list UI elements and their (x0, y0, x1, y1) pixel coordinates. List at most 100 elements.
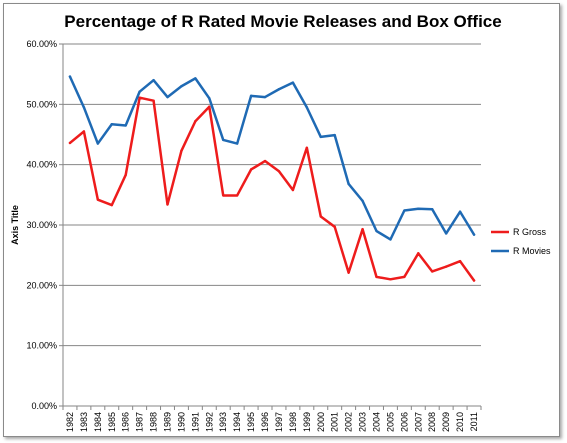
data-point (375, 229, 378, 233)
data-point (347, 271, 350, 274)
x-tick-label: 1992 (204, 412, 214, 432)
data-point (458, 260, 462, 263)
data-point (277, 88, 281, 91)
legend-label: R Movies (513, 246, 551, 256)
legend: R Gross R Movies (491, 227, 551, 256)
data-point (347, 182, 350, 186)
y-tick-label: 0.00% (31, 401, 57, 411)
data-point (110, 203, 113, 207)
data-point (152, 99, 155, 102)
x-tick-label: 1983 (79, 412, 89, 432)
gridlines (62, 43, 481, 407)
data-point (263, 159, 267, 163)
data-point (138, 90, 141, 93)
data-point (138, 96, 141, 99)
x-tick-label: 1988 (149, 412, 159, 432)
data-point (249, 94, 253, 98)
data-point (235, 142, 239, 145)
data-point (472, 233, 476, 236)
data-point (305, 106, 309, 109)
data-point (124, 124, 127, 127)
data-point (277, 170, 281, 173)
data-point (194, 120, 197, 123)
data-point (152, 79, 155, 82)
data-point (319, 215, 322, 218)
x-tick-label: 2000 (316, 412, 326, 432)
data-point (375, 275, 378, 279)
legend-label: R Gross (513, 227, 547, 237)
data-point (68, 75, 72, 78)
x-tick-label: 1999 (302, 412, 312, 432)
data-point (319, 135, 322, 139)
data-point (333, 133, 336, 137)
x-tick-label: 2001 (330, 412, 340, 432)
line-chart: Percentage of R Rated Movie Releases and… (10, 12, 551, 432)
x-tick-label: 1994 (232, 412, 242, 432)
data-point (417, 252, 420, 255)
data-point (472, 279, 476, 282)
data-point (417, 207, 420, 210)
data-point (180, 149, 183, 152)
data-point (291, 81, 295, 84)
chart-frame: Percentage of R Rated Movie Releases and… (3, 3, 560, 437)
x-tick-label: 2010 (455, 412, 465, 432)
data-point (180, 85, 183, 88)
y-axis-title: Axis Title (10, 205, 20, 245)
x-tick-label: 1982 (65, 412, 75, 432)
data-point (166, 95, 169, 99)
x-tick-label: 1985 (107, 412, 117, 432)
x-tick-label: 1995 (246, 412, 256, 432)
data-point (96, 142, 100, 145)
y-tick-label: 60.00% (26, 39, 57, 49)
y-tick-label: 30.00% (26, 220, 57, 230)
x-tick-label: 1991 (190, 412, 200, 432)
data-point (403, 275, 406, 279)
x-tick-label: 1997 (274, 412, 284, 432)
data-point (208, 97, 211, 100)
data-point (222, 138, 225, 142)
x-tick-label: 1986 (121, 412, 131, 432)
data-point (263, 95, 267, 99)
x-tick-label: 1987 (135, 412, 145, 432)
x-tick-label: 1989 (163, 412, 173, 432)
data-point (444, 265, 448, 268)
x-tick-label: 2011 (469, 412, 479, 431)
data-point (68, 141, 72, 145)
data-point (124, 173, 127, 177)
data-point (82, 130, 86, 133)
data-point (222, 194, 225, 197)
data-point (82, 106, 86, 109)
x-tick-label: 2009 (441, 412, 451, 432)
data-point (208, 105, 211, 108)
x-tick-label: 1990 (176, 412, 186, 432)
chart-title: Percentage of R Rated Movie Releases and… (64, 12, 501, 31)
x-axis-ticks: 1982 1983 1984 1985 1986 1987 1988 1989 1990 1991… (62, 406, 482, 432)
data-point (361, 228, 364, 231)
data-point (458, 210, 462, 213)
x-tick-label: 1996 (260, 412, 270, 432)
data-point (431, 270, 434, 273)
x-tick-label: 2002 (344, 412, 354, 432)
data-point (235, 194, 239, 197)
x-tick-label: 2006 (399, 412, 409, 432)
x-tick-label: 2007 (413, 412, 423, 432)
y-tick-label: 40.00% (26, 160, 57, 170)
x-tick-label: 1993 (218, 412, 228, 432)
y-tick-label: 20.00% (26, 280, 57, 290)
x-tick-label: 1984 (93, 412, 103, 432)
y-axis-ticks: 0.00% 10.00% 20.00% 30.00% 40.00% 50.00% 60.00… (26, 39, 63, 411)
data-point (389, 278, 392, 281)
y-tick-label: 50.00% (26, 99, 57, 109)
data-point (361, 199, 364, 203)
data-point (403, 209, 406, 212)
y-tick-label: 10.00% (26, 341, 57, 351)
series-line-1 (68, 75, 476, 241)
x-tick-label: 2008 (427, 412, 437, 432)
data-point (431, 208, 434, 211)
data-point (389, 238, 392, 241)
x-tick-label: 2005 (385, 412, 395, 432)
data-point (291, 188, 295, 192)
data-point (444, 232, 448, 235)
data-point (166, 203, 169, 206)
data-point (249, 168, 253, 171)
